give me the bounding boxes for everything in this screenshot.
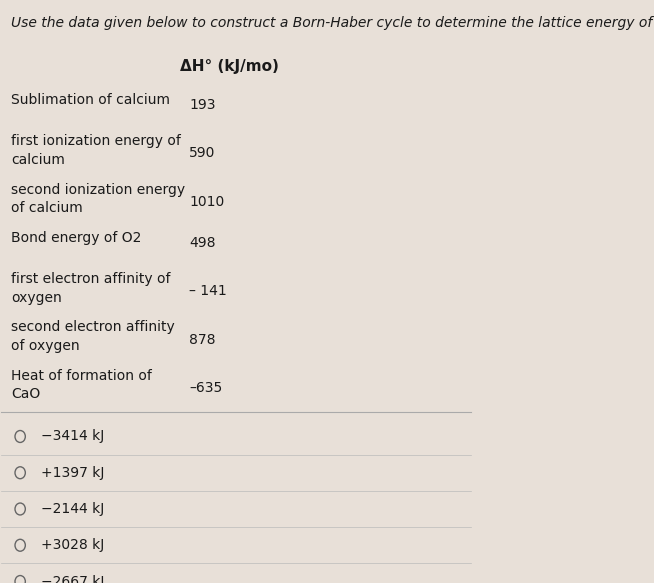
Text: −2144 kJ: −2144 kJ — [41, 502, 105, 516]
Text: 590: 590 — [189, 146, 215, 160]
Text: Use the data given below to construct a Born-Haber cycle to determine the lattic: Use the data given below to construct a … — [10, 16, 654, 30]
Text: ΔH° (kJ/mo): ΔH° (kJ/mo) — [180, 59, 279, 75]
Text: Bond energy of O2: Bond energy of O2 — [10, 231, 141, 245]
Text: second ionization energy
of calcium: second ionization energy of calcium — [10, 182, 185, 215]
Text: first electron affinity of
oxygen: first electron affinity of oxygen — [10, 272, 170, 304]
Text: first ionization energy of
calcium: first ionization energy of calcium — [10, 134, 181, 167]
Text: −2667 kJ: −2667 kJ — [41, 574, 105, 583]
Text: – 141: – 141 — [189, 284, 227, 298]
Text: –635: –635 — [189, 381, 222, 395]
Text: −3414 kJ: −3414 kJ — [41, 430, 105, 444]
Text: Heat of formation of
CaO: Heat of formation of CaO — [10, 369, 152, 401]
Text: 193: 193 — [189, 98, 216, 112]
Text: 1010: 1010 — [189, 195, 224, 209]
Text: 498: 498 — [189, 236, 216, 250]
Text: Sublimation of calcium: Sublimation of calcium — [10, 93, 170, 107]
Text: +3028 kJ: +3028 kJ — [41, 538, 105, 552]
Text: +1397 kJ: +1397 kJ — [41, 466, 105, 480]
Text: second electron affinity
of oxygen: second electron affinity of oxygen — [10, 321, 175, 353]
Text: 878: 878 — [189, 332, 216, 346]
